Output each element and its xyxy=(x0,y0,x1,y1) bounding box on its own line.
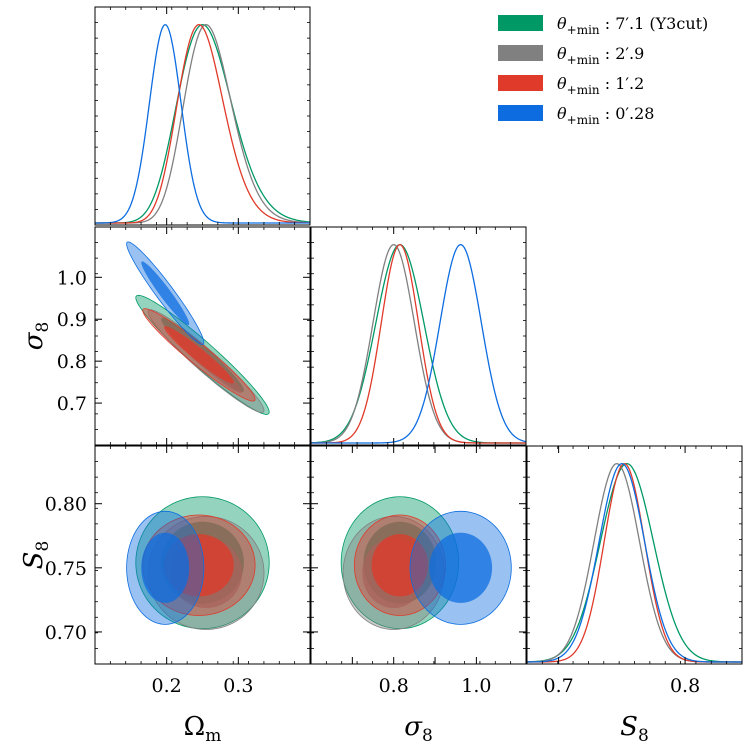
panel-Om-S8 xyxy=(94,445,311,665)
legend-theta: θ xyxy=(557,104,567,123)
x-axis-label-S8-symbol: S xyxy=(620,712,638,742)
y-axis-label-S8-symbol: S xyxy=(19,552,49,570)
x-axis-label-S8: S8 xyxy=(620,712,649,746)
legend-theta: θ xyxy=(557,44,567,63)
contours xyxy=(126,496,270,630)
contour-68-series-3 xyxy=(429,532,493,603)
contour-68-series-2 xyxy=(371,534,429,597)
x-axis-label-sigma8-subscript: 8 xyxy=(422,726,433,746)
y-tick-label-s8: 1.0 xyxy=(57,267,87,289)
diag-curves xyxy=(95,23,310,224)
x-axis-label-S8-subscript: 8 xyxy=(638,726,649,746)
legend-swatch-0 xyxy=(498,15,543,31)
legend-value: : 7′.1 (Y3cut) xyxy=(600,14,709,33)
legend-value: : 2′.9 xyxy=(600,44,645,63)
legend-label-1: θ+min : 2′.9 xyxy=(557,44,644,67)
legend-theta: θ xyxy=(557,74,567,93)
y-axis-label-sigma8: σ8 xyxy=(19,322,53,351)
y-tick-label-s8: 0.7 xyxy=(57,393,87,415)
marginal-curve-S8-series-3 xyxy=(527,463,742,663)
legend-swatch-2 xyxy=(498,75,543,91)
legend-subscript: +min xyxy=(567,53,600,67)
legend-subscript: +min xyxy=(567,23,600,37)
x-axis-label-omega-m: Ωm xyxy=(184,712,222,746)
diag-curves xyxy=(527,462,742,663)
legend-label-2: θ+min : 1′.2 xyxy=(557,74,644,97)
legend-swatch-1 xyxy=(498,45,543,61)
y-tick-label-S8: 0.75 xyxy=(45,558,87,580)
contours xyxy=(126,241,270,415)
x-tick-label-s8: 0.8 xyxy=(379,675,409,697)
legend-subscript: +min xyxy=(567,113,600,127)
legend-subscript: +min xyxy=(567,83,600,97)
diag-panel-Om xyxy=(94,6,311,226)
x-axis-label-sigma8-symbol: σ xyxy=(404,712,423,742)
diag-panel-s8 xyxy=(310,226,527,446)
x-tick-label-S8: 0.8 xyxy=(670,675,700,697)
panel-s8-S8 xyxy=(310,445,527,665)
y-tick-label-s8: 0.9 xyxy=(57,309,87,331)
x-tick-label-Om: 0.3 xyxy=(223,675,253,697)
diag-panel-S8 xyxy=(526,445,743,665)
panel-Om-s8 xyxy=(94,226,311,446)
x-axis-label-sigma8: σ8 xyxy=(404,712,433,746)
legend-value: : 0′.28 xyxy=(600,104,655,123)
y-tick-label-S8: 0.80 xyxy=(45,494,87,516)
y-axis-label-sigma8-symbol: σ xyxy=(19,331,49,350)
y-axis-label-S8: S8 xyxy=(19,541,53,570)
contour-68-series-2 xyxy=(164,326,234,384)
legend-theta: θ xyxy=(557,14,567,33)
legend-label-3: θ+min : 0′.28 xyxy=(557,104,654,127)
marginal-curve-s8-series-2 xyxy=(311,243,526,444)
y-tick-label-S8: 0.70 xyxy=(45,622,87,644)
x-axis-label-omega-m-symbol: Ω xyxy=(184,712,206,742)
contour-68-series-3 xyxy=(141,532,190,603)
x-axis-label-omega-m-subscript: m xyxy=(205,726,221,746)
y-axis-label-S8-subscript: 8 xyxy=(33,541,53,552)
legend-value: : 1′.2 xyxy=(600,74,645,93)
marginal-curve-Om-series-0 xyxy=(95,23,310,224)
marginal-curve-Om-series-3 xyxy=(95,23,310,224)
legend: θ+min : 7′.1 (Y3cut)θ+min : 2′.9θ+min : … xyxy=(498,14,708,127)
x-tick-label-S8: 0.7 xyxy=(544,675,574,697)
contour-68-series-3 xyxy=(141,261,190,326)
x-tick-label-s8: 1.0 xyxy=(461,675,491,697)
contours xyxy=(340,496,512,630)
marginal-curve-S8-series-0 xyxy=(527,462,742,663)
legend-swatch-3 xyxy=(498,105,543,121)
y-axis-label-sigma8-subscript: 8 xyxy=(33,322,53,333)
legend-label-0: θ+min : 7′.1 (Y3cut) xyxy=(557,14,708,37)
marginal-curve-s8-series-3 xyxy=(311,244,526,444)
y-tick-label-s8: 0.8 xyxy=(57,351,87,373)
marginal-curve-Om-series-2 xyxy=(95,23,310,224)
diag-curves xyxy=(311,243,526,444)
x-tick-label-Om: 0.2 xyxy=(152,675,182,697)
